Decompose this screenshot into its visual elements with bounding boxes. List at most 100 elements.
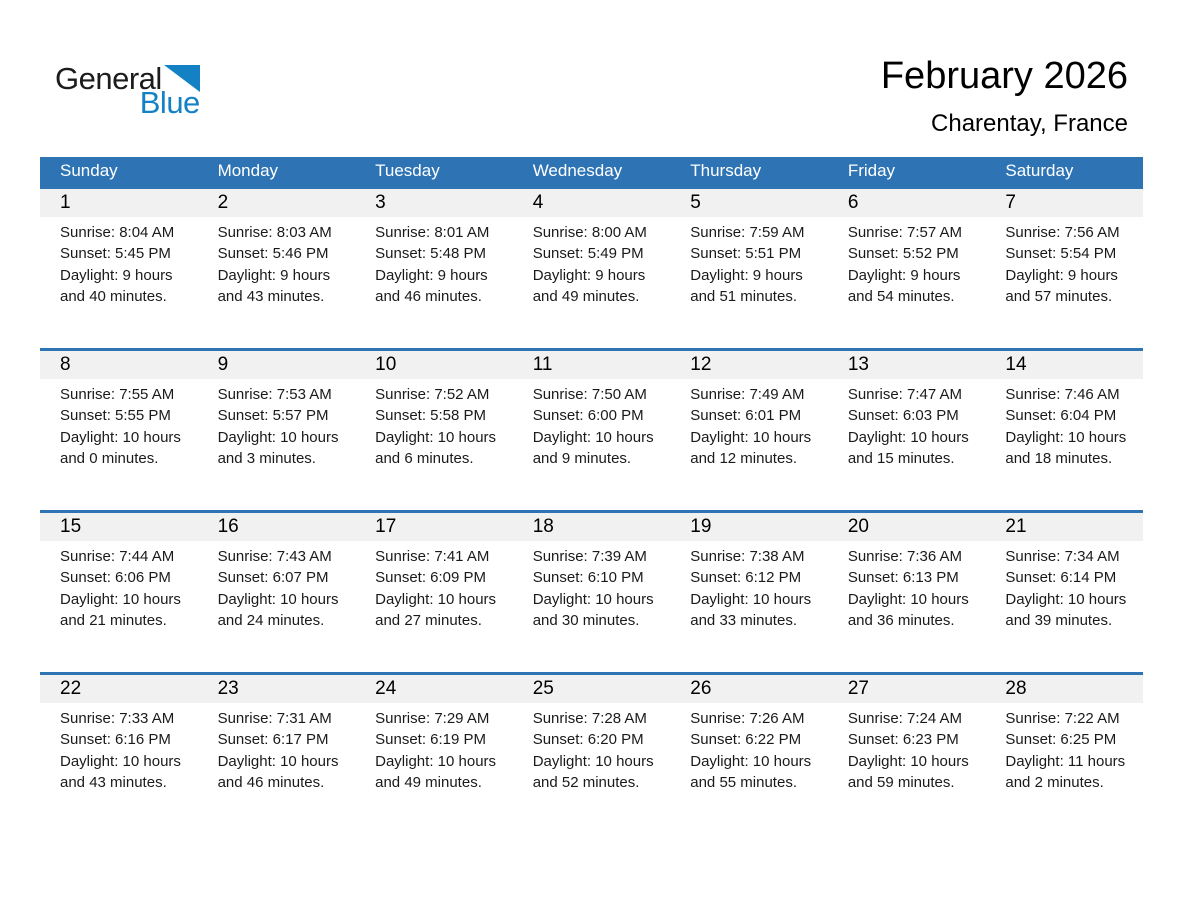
day-number: 23: [197, 674, 356, 703]
page-header: General Blue February 2026 Charentay, Fr…: [0, 0, 1188, 157]
day-cell-7: 7 Sunrise: 7:56 AM Sunset: 5:54 PM Daylight…: [985, 187, 1143, 349]
day-info: Sunrise: 7:26 AM Sunset: 6:22 PM Daylight:…: [670, 703, 828, 794]
day-info: Sunrise: 7:41 AM Sunset: 6:09 PM Daylight:…: [355, 541, 513, 632]
day-cell-26: 26 Sunrise: 7:26 AM Sunset: 6:22 PM Dayligh…: [670, 673, 828, 835]
sunset-text: Sunset: 6:07 PM: [217, 569, 329, 586]
sunset-text: Sunset: 6:09 PM: [375, 569, 487, 586]
day-number: 4: [512, 188, 671, 217]
title-block: February 2026 Charentay, France: [881, 54, 1128, 138]
day-cell-28: 28 Sunrise: 7:22 AM Sunset: 6:25 PM Dayligh…: [985, 673, 1143, 835]
day-cell-6: 6 Sunrise: 7:57 AM Sunset: 5:52 PM Daylight…: [827, 187, 986, 349]
day-cell-24: 24 Sunrise: 7:29 AM Sunset: 6:19 PM Dayligh…: [355, 673, 513, 835]
sunrise-text: Sunrise: 7:57 AM: [847, 223, 963, 241]
day-info: Sunrise: 7:22 AM Sunset: 6:25 PM Daylight:…: [985, 703, 1143, 794]
day-info: Sunrise: 7:47 AM Sunset: 6:03 PM Daylight:…: [828, 379, 986, 470]
sunrise-text: Sunrise: 7:49 AM: [690, 385, 805, 403]
day-info: Sunrise: 7:34 AM Sunset: 6:14 PM Daylight:…: [985, 541, 1143, 632]
generalblue-logo: General Blue: [55, 62, 200, 119]
daylight-text: Daylight: 10 hours and 43 minutes.: [60, 752, 181, 792]
day-number: 17: [355, 512, 513, 541]
day-header-thursday: Thursday: [670, 157, 828, 187]
daylight-text: Daylight: 9 hours and 51 minutes.: [690, 266, 803, 306]
day-cell-12: 12 Sunrise: 7:49 AM Sunset: 6:01 PM Dayligh…: [670, 349, 828, 511]
sunrise-text: Sunrise: 7:36 AM: [847, 547, 963, 565]
day-info: Sunrise: 7:33 AM Sunset: 6:16 PM Daylight:…: [40, 703, 198, 794]
sunset-text: Sunset: 6:17 PM: [217, 731, 329, 748]
day-header-sunday: Sunday: [40, 157, 198, 187]
sunset-text: Sunset: 6:22 PM: [690, 731, 802, 748]
daylight-text: Daylight: 10 hours and 52 minutes.: [532, 752, 654, 792]
daylight-text: Daylight: 10 hours and 49 minutes.: [375, 752, 497, 792]
day-number: 19: [670, 512, 828, 541]
logo-text-general: General: [55, 61, 162, 96]
day-number: 7: [985, 188, 1143, 217]
day-info: Sunrise: 8:01 AM Sunset: 5:48 PM Daylight:…: [355, 217, 513, 308]
sunrise-text: Sunrise: 7:38 AM: [690, 547, 805, 565]
sunrise-text: Sunrise: 7:50 AM: [532, 385, 647, 403]
sunset-text: Sunset: 5:46 PM: [217, 245, 329, 262]
week-row-3: 15 Sunrise: 7:44 AM Sunset: 6:06 PM Dayligh…: [40, 511, 1143, 673]
logo-triangle-icon: [163, 65, 200, 92]
day-info: Sunrise: 7:29 AM Sunset: 6:19 PM Daylight:…: [355, 703, 513, 794]
day-number: 24: [355, 674, 513, 703]
sunrise-text: Sunrise: 7:55 AM: [60, 385, 175, 403]
day-info: Sunrise: 7:52 AM Sunset: 5:58 PM Daylight:…: [355, 379, 513, 470]
sunrise-text: Sunrise: 8:03 AM: [217, 223, 332, 241]
day-cell-16: 16 Sunrise: 7:43 AM Sunset: 6:07 PM Dayligh…: [197, 511, 356, 673]
sunrise-text: Sunrise: 7:47 AM: [847, 385, 963, 403]
week-row-4: 22 Sunrise: 7:33 AM Sunset: 6:16 PM Dayligh…: [40, 673, 1143, 835]
day-cell-23: 23 Sunrise: 7:31 AM Sunset: 6:17 PM Dayligh…: [197, 673, 356, 835]
day-number: 1: [40, 188, 198, 217]
week-row-1: 1 Sunrise: 8:04 AM Sunset: 5:45 PM Daylight…: [40, 187, 1143, 349]
day-header-saturday: Saturday: [985, 157, 1143, 187]
daylight-text: Daylight: 10 hours and 30 minutes.: [532, 590, 654, 630]
day-cell-13: 13 Sunrise: 7:47 AM Sunset: 6:03 PM Dayligh…: [827, 349, 986, 511]
day-cell-15: 15 Sunrise: 7:44 AM Sunset: 6:06 PM Dayligh…: [40, 511, 198, 673]
sunrise-text: Sunrise: 7:41 AM: [375, 547, 490, 565]
day-number: 27: [827, 674, 986, 703]
day-info: Sunrise: 7:44 AM Sunset: 6:06 PM Daylight:…: [40, 541, 198, 632]
sunset-text: Sunset: 5:57 PM: [217, 407, 329, 424]
daylight-text: Daylight: 10 hours and 21 minutes.: [60, 590, 181, 630]
sunrise-text: Sunrise: 7:26 AM: [690, 709, 805, 727]
day-number: 20: [827, 512, 986, 541]
sunset-text: Sunset: 6:06 PM: [60, 569, 171, 586]
day-cell-5: 5 Sunrise: 7:59 AM Sunset: 5:51 PM Daylight…: [670, 187, 828, 349]
day-number: 14: [985, 350, 1143, 379]
day-cell-10: 10 Sunrise: 7:52 AM Sunset: 5:58 PM Dayligh…: [355, 349, 513, 511]
day-number: 6: [827, 188, 986, 217]
month-title: February 2026: [880, 55, 1128, 97]
daylight-text: Daylight: 11 hours and 2 minutes.: [1005, 752, 1126, 792]
day-cell-22: 22 Sunrise: 7:33 AM Sunset: 6:16 PM Dayligh…: [40, 673, 198, 835]
sunset-text: Sunset: 6:19 PM: [375, 731, 487, 748]
sunset-text: Sunset: 5:49 PM: [532, 245, 644, 262]
day-info: Sunrise: 7:36 AM Sunset: 6:13 PM Daylight:…: [828, 541, 986, 632]
sunset-text: Sunset: 6:16 PM: [60, 731, 171, 748]
day-cell-18: 18 Sunrise: 7:39 AM Sunset: 6:10 PM Dayligh…: [512, 511, 671, 673]
day-number: 21: [985, 512, 1143, 541]
daylight-text: Daylight: 10 hours and 46 minutes.: [217, 752, 339, 792]
sunset-text: Sunset: 6:01 PM: [690, 407, 802, 424]
sunrise-text: Sunrise: 7:59 AM: [690, 223, 805, 241]
daylight-text: Daylight: 9 hours and 49 minutes.: [532, 266, 646, 306]
daylight-text: Daylight: 9 hours and 54 minutes.: [847, 266, 961, 306]
sunrise-text: Sunrise: 8:01 AM: [375, 223, 490, 241]
day-cell-20: 20 Sunrise: 7:36 AM Sunset: 6:13 PM Dayligh…: [827, 511, 986, 673]
sunset-text: Sunset: 6:13 PM: [847, 569, 959, 586]
logo-row: General: [55, 62, 200, 96]
day-number: 9: [197, 350, 356, 379]
sunset-text: Sunset: 6:14 PM: [1005, 569, 1117, 586]
sunrise-text: Sunrise: 7:33 AM: [60, 709, 175, 727]
sunset-text: Sunset: 6:10 PM: [532, 569, 644, 586]
daylight-text: Daylight: 10 hours and 15 minutes.: [847, 428, 969, 468]
day-info: Sunrise: 7:39 AM Sunset: 6:10 PM Daylight:…: [513, 541, 671, 632]
sunrise-text: Sunrise: 8:04 AM: [60, 223, 175, 241]
sunrise-text: Sunrise: 7:22 AM: [1005, 709, 1120, 727]
sunset-text: Sunset: 6:20 PM: [532, 731, 644, 748]
sunrise-text: Sunrise: 7:53 AM: [217, 385, 332, 403]
location-subtitle: Charentay, France: [931, 110, 1128, 137]
day-number: 10: [355, 350, 513, 379]
day-info: Sunrise: 7:43 AM Sunset: 6:07 PM Daylight:…: [198, 541, 356, 632]
day-cell-14: 14 Sunrise: 7:46 AM Sunset: 6:04 PM Dayligh…: [985, 349, 1143, 511]
day-info: Sunrise: 7:50 AM Sunset: 6:00 PM Daylight:…: [513, 379, 671, 470]
